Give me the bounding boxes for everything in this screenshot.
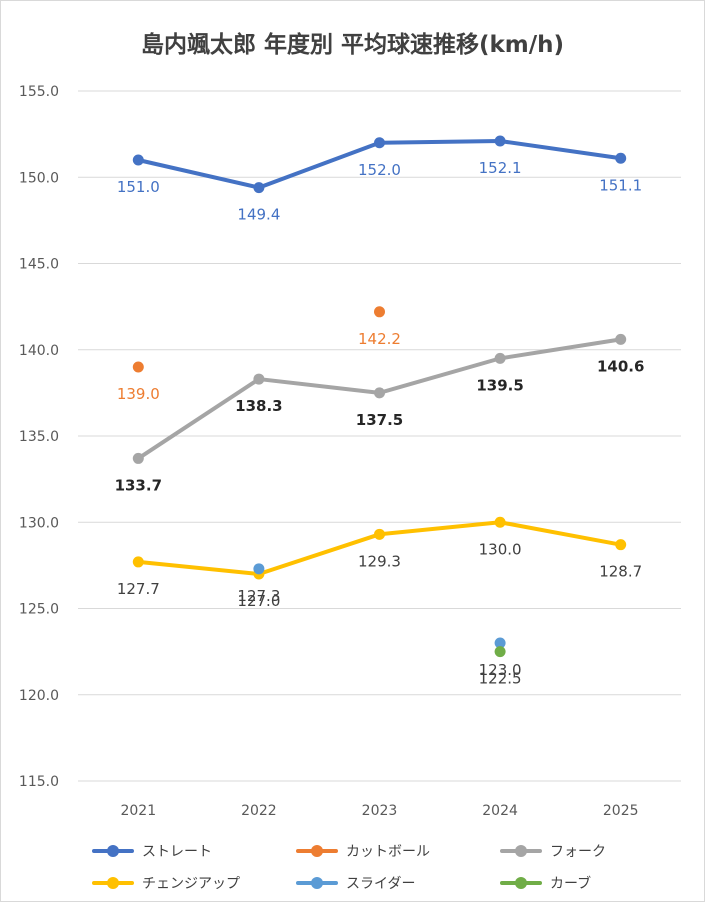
data-point	[615, 539, 627, 551]
data-label: 133.7	[115, 476, 162, 494]
y-tick-label: 115.0	[19, 774, 59, 790]
legend-label: フォーク	[550, 844, 606, 860]
data-point	[494, 516, 506, 528]
legend-item: スライダー	[296, 871, 415, 895]
data-label: 142.2	[358, 330, 401, 348]
legend-item: チェンジアップ	[92, 871, 240, 895]
data-point	[132, 361, 144, 373]
chart-legend: ストレート カットボール フォークチェンジアップ スライダー カーブ	[0, 835, 703, 895]
legend-swatch	[500, 871, 542, 895]
legend-swatch	[92, 839, 134, 863]
data-label: 127.0	[237, 592, 280, 610]
data-point	[253, 373, 265, 385]
legend-swatch	[92, 871, 134, 895]
legend-label: カーブ	[550, 876, 592, 892]
legend-label: スライダー	[346, 876, 416, 892]
legend-swatch-marker	[515, 845, 527, 857]
data-point	[374, 528, 385, 540]
data-label: 128.7	[599, 563, 642, 581]
legend-swatch-marker	[107, 877, 119, 889]
data-label: 151.0	[117, 178, 160, 196]
data-point	[615, 152, 627, 164]
legend-swatch-marker	[311, 845, 323, 857]
y-tick-label: 145.0	[19, 257, 59, 273]
x-tick-label: 2021	[120, 803, 156, 819]
legend-item: カーブ	[500, 871, 591, 895]
x-tick-label: 2023	[362, 803, 398, 819]
data-label: 140.6	[597, 357, 644, 375]
y-tick-label: 130.0	[19, 515, 59, 531]
y-tick-label: 125.0	[19, 602, 59, 618]
y-tick-label: 140.0	[19, 343, 59, 359]
data-point	[494, 135, 506, 147]
x-tick-label: 2025	[603, 803, 639, 819]
legend-item: フォーク	[500, 839, 606, 863]
data-point	[132, 154, 144, 166]
data-label: 137.5	[356, 411, 403, 429]
data-point	[615, 333, 627, 345]
legend-swatch-marker	[311, 877, 323, 889]
data-label: 152.1	[479, 159, 522, 177]
legend-label: ストレート	[142, 844, 212, 860]
data-point	[374, 387, 385, 399]
data-point	[494, 637, 506, 649]
data-point	[494, 646, 506, 658]
legend-swatch	[500, 839, 542, 863]
legend-swatch-marker	[515, 877, 527, 889]
data-point	[374, 306, 385, 318]
data-label: 130.0	[479, 540, 522, 558]
legend-item: カットボール	[296, 839, 430, 863]
data-label: 127.3	[237, 587, 280, 605]
y-tick-label: 155.0	[19, 84, 59, 100]
data-point	[132, 556, 144, 568]
data-point	[132, 452, 144, 464]
data-point	[494, 352, 506, 364]
data-label: 151.1	[599, 176, 642, 194]
legend-label: カットボール	[346, 844, 430, 860]
data-label: 123.0	[479, 661, 522, 679]
data-point	[253, 182, 265, 194]
legend-item: ストレート	[92, 839, 212, 863]
x-tick-label: 2024	[482, 803, 518, 819]
data-point	[253, 563, 265, 575]
data-label: 129.3	[358, 552, 401, 570]
data-label: 138.3	[235, 397, 282, 415]
y-tick-label: 150.0	[19, 170, 59, 186]
data-label: 152.0	[358, 161, 401, 179]
series-line	[136, 337, 623, 461]
y-tick-label: 120.0	[19, 688, 59, 704]
legend-label: チェンジアップ	[142, 876, 240, 892]
data-label: 149.4	[237, 206, 280, 224]
legend-swatch-marker	[107, 845, 119, 857]
legend-swatch	[296, 839, 338, 863]
legend-swatch	[296, 871, 338, 895]
x-tick-label: 2022	[241, 803, 277, 819]
y-tick-label: 135.0	[19, 429, 59, 445]
data-label: 139.0	[117, 385, 160, 403]
data-label: 122.5	[479, 670, 522, 688]
chart-title: 島内颯太郎 年度別 平均球速推移(km/h)	[140, 32, 565, 58]
data-label: 127.7	[117, 580, 160, 598]
data-label: 139.5	[476, 376, 523, 394]
data-point	[374, 137, 385, 149]
